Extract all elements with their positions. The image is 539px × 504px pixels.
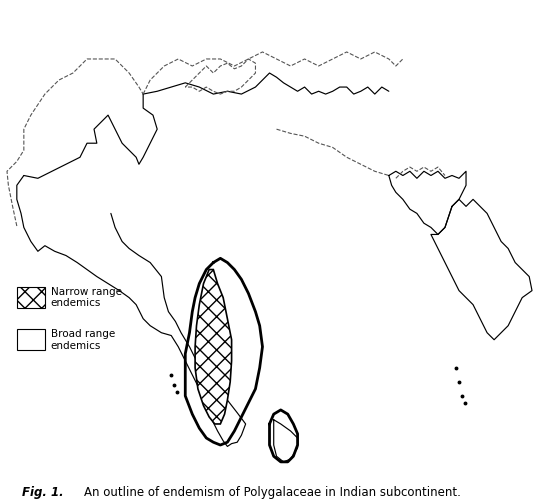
Text: Fig. 1.: Fig. 1. — [22, 486, 63, 499]
Text: Narrow range
endemics: Narrow range endemics — [51, 287, 121, 308]
Text: An outline of endemism of Polygalaceae in Indian subcontinent.: An outline of endemism of Polygalaceae i… — [84, 486, 460, 499]
Polygon shape — [17, 329, 45, 350]
Polygon shape — [17, 287, 45, 308]
Text: Broad range
endemics: Broad range endemics — [51, 329, 115, 351]
Polygon shape — [195, 270, 232, 424]
